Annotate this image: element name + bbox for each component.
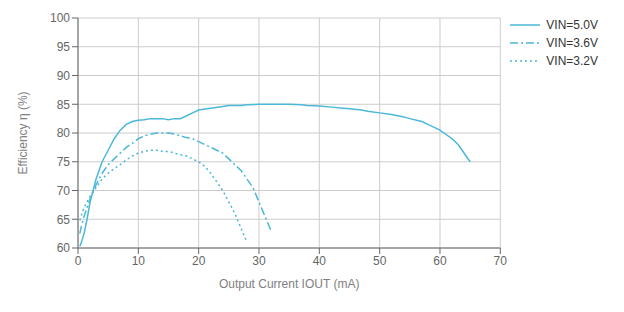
svg-text:10: 10 xyxy=(132,254,146,268)
svg-text:50: 50 xyxy=(373,254,387,268)
svg-text:90: 90 xyxy=(57,69,71,83)
svg-text:95: 95 xyxy=(57,40,71,54)
svg-text:60: 60 xyxy=(57,241,71,255)
svg-text:65: 65 xyxy=(57,213,71,227)
html-text:VIN=3.2V: VIN=3.2V xyxy=(546,54,598,68)
svg-text:85: 85 xyxy=(57,98,71,112)
svg-text:20: 20 xyxy=(192,254,206,268)
html-text:VIN=5.0V: VIN=5.0V xyxy=(546,18,598,32)
html-text:VIN=3.6V: VIN=3.6V xyxy=(546,36,598,50)
svg-text:70: 70 xyxy=(494,254,508,268)
svg-text:75: 75 xyxy=(57,155,71,169)
svg-text:Efficiency η (%): Efficiency η (%) xyxy=(16,91,30,174)
svg-text:60: 60 xyxy=(433,254,447,268)
svg-text:40: 40 xyxy=(313,254,327,268)
svg-text:0: 0 xyxy=(75,254,82,268)
svg-text:100: 100 xyxy=(50,11,70,25)
svg-text:Output Current IOUT (mA): Output Current IOUT (mA) xyxy=(219,277,359,291)
svg-text:80: 80 xyxy=(57,126,71,140)
svg-text:70: 70 xyxy=(57,184,71,198)
svg-text:30: 30 xyxy=(252,254,266,268)
